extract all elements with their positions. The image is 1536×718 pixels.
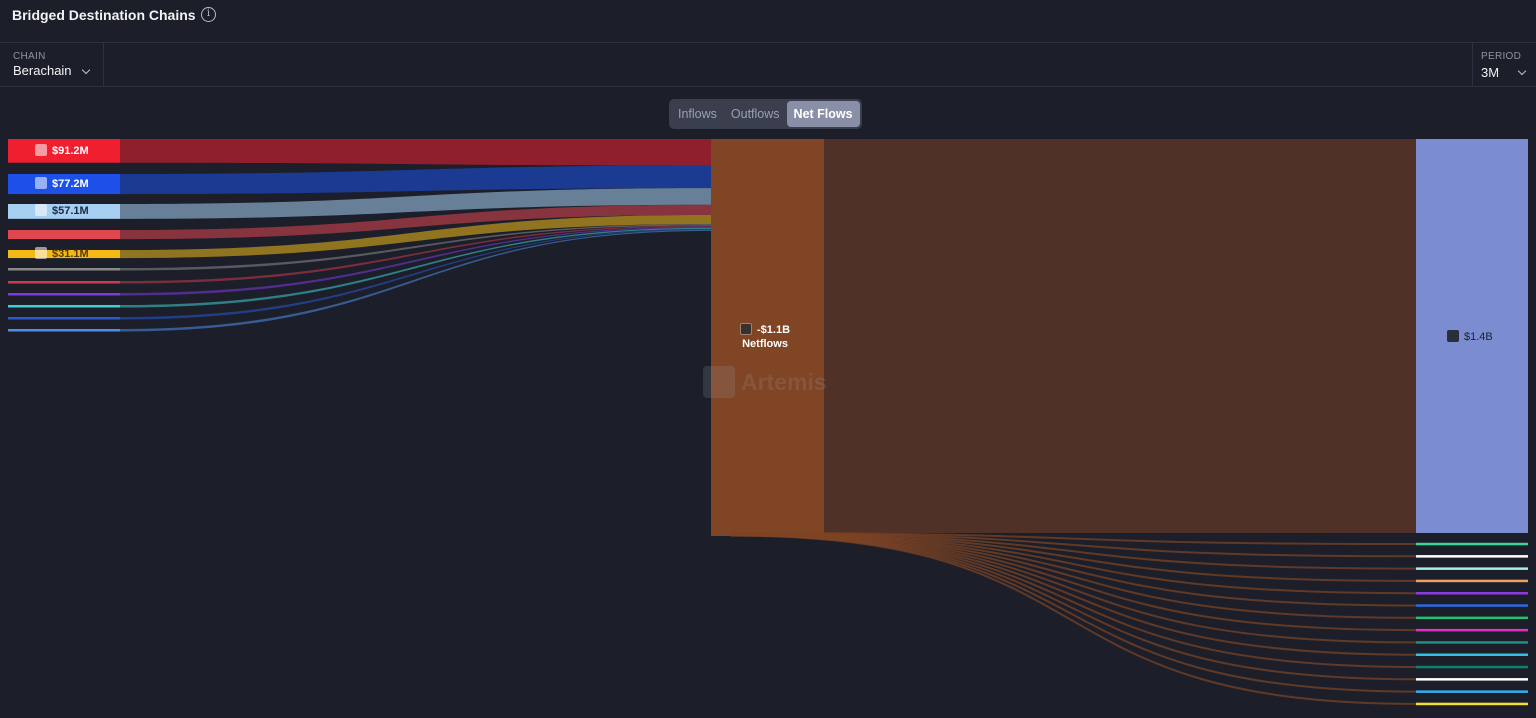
sankey-link-main [824, 139, 1416, 533]
sankey-link-source-4 [120, 214, 711, 259]
source-value-text: $77.2M [52, 178, 89, 191]
tab-net-flows[interactable]: Net Flows [786, 101, 860, 127]
source-value-text: $31.1M [52, 248, 89, 261]
right-node-label: $1.4B [1447, 330, 1493, 343]
sankey-link-source-5 [120, 224, 711, 271]
title-bar: Bridged Destination Chains i [0, 0, 1536, 43]
sankey-link-source-3 [120, 204, 711, 240]
sankey-link-target-12 [730, 534, 1417, 693]
source-value-text: $91.2M [52, 144, 89, 157]
chain-logo-icon [35, 247, 47, 260]
sankey-node-target-3 [1416, 579, 1528, 583]
right-node-value: $1.4B [1464, 331, 1493, 343]
sankey-node-target-10 [1416, 665, 1528, 669]
sankey-link-source-7 [120, 226, 711, 296]
sankey-link-source-6 [120, 225, 711, 284]
sankey-node-target-7 [1416, 628, 1528, 632]
period-select[interactable]: PERIOD 3M [1472, 43, 1536, 87]
sankey-node-target-0 [1416, 542, 1528, 546]
source-value-label-4: $31.1M [35, 247, 89, 260]
sankey-link-source-0 [120, 139, 711, 166]
flow-type-toggle: Inflows Outflows Net Flows [669, 99, 862, 129]
chain-label: CHAIN [13, 51, 46, 62]
sankey-node-source-10 [8, 329, 120, 332]
ethereum-logo-icon [1447, 330, 1459, 342]
netflows-label: -$1.1B Netflows [740, 323, 790, 350]
sankey-node-source-6 [8, 281, 120, 284]
period-value: 3M [1481, 65, 1500, 80]
chain-logo-icon [35, 143, 47, 156]
sankey-node-source-8 [8, 305, 120, 308]
sankey-node-source-9 [8, 317, 120, 320]
tab-inflows[interactable]: Inflows [678, 107, 717, 121]
watermark-text: Artemis [741, 369, 827, 395]
sankey-link-source-2 [120, 188, 711, 219]
sankey-node-target-5 [1416, 604, 1528, 607]
chain-logo-icon [35, 177, 47, 190]
info-icon[interactable]: i [201, 7, 216, 22]
chain-select[interactable]: CHAIN Berachain [0, 43, 104, 87]
page-title: Bridged Destination Chains [12, 7, 196, 23]
sankey-node-source-5 [8, 268, 120, 271]
artemis-watermark: Artemis [703, 366, 827, 398]
sankey-node-target-9 [1416, 653, 1528, 656]
sankey-node-target-8 [1416, 641, 1528, 644]
sankey-node-target-4 [1416, 592, 1528, 595]
filter-bar: CHAIN Berachain PERIOD 3M [0, 43, 1536, 87]
chain-value: Berachain [13, 63, 72, 78]
sankey-node-target-13 [1416, 702, 1528, 706]
source-value-label-1: $77.2M [35, 177, 89, 190]
tab-outflows[interactable]: Outflows [730, 107, 780, 121]
sankey-node-target-1 [1416, 555, 1528, 558]
sankey-node-right-main [1416, 139, 1528, 533]
sankey-node-target-11 [1416, 678, 1528, 681]
sankey-node-source-7 [8, 293, 120, 296]
netflows-value: -$1.1B [757, 324, 791, 336]
source-value-label-2: $57.1M [35, 204, 89, 217]
source-value-label-0: $91.2M [35, 143, 89, 157]
netflows-name: Netflows [742, 338, 788, 350]
sankey-node-target-6 [1416, 616, 1528, 620]
sankey-node-source-4 [8, 250, 120, 259]
period-label: PERIOD [1481, 51, 1522, 62]
sankey-link-target-6 [730, 533, 1417, 619]
sankey-link-source-1 [120, 165, 711, 195]
sankey-node-source-3 [8, 230, 120, 240]
sankey-link-source-8 [120, 227, 711, 308]
sankey-node-netflows [711, 139, 824, 536]
sankey-node-target-12 [1416, 690, 1528, 693]
sankey-link-source-9 [120, 228, 711, 320]
sankey-node-target-2 [1416, 567, 1528, 570]
source-value-text: $57.1M [52, 205, 89, 218]
sankey-link-source-10 [120, 229, 711, 332]
berachain-logo-icon [740, 323, 752, 335]
sankey-link-target-9 [730, 533, 1417, 656]
artemis-logo-icon [703, 366, 735, 398]
sankey-link-target-13 [730, 534, 1417, 705]
chain-logo-icon [35, 204, 47, 217]
